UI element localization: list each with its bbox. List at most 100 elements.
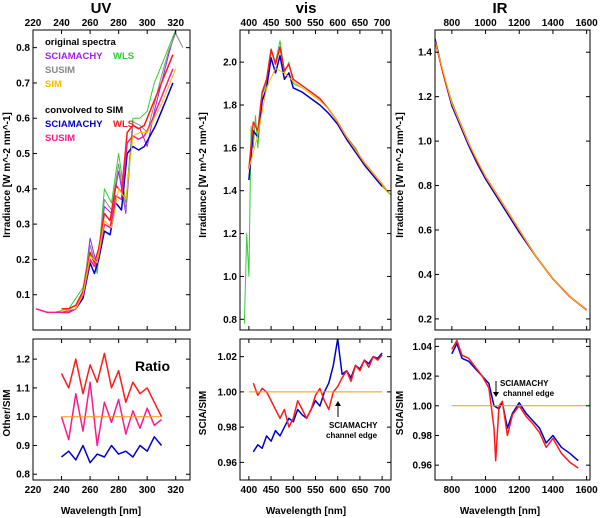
series-susim-convolved-uv_top <box>35 68 174 314</box>
y-tick-label: 0.98 <box>413 431 433 442</box>
series-sciamachy-convolved-ir_top <box>435 38 588 311</box>
ratio-annotation: Ratio <box>135 358 170 374</box>
x-tick-label: 450 <box>263 485 280 496</box>
ir-ratio-ylabel: SCIA/SIM <box>395 391 406 435</box>
y-tick-label: 0.6 <box>16 114 30 125</box>
legend-sim: SIM <box>45 79 62 90</box>
x-tick-label: 400 <box>241 18 258 29</box>
x-tick-label: 600 <box>329 18 346 29</box>
vis-irradiance-panel: 400 450 500 550 600 650 700 0.8 1.0 1.2 1.4 1.6 1.8 2… <box>223 18 392 331</box>
y-tick-label: 1.2 <box>223 229 237 240</box>
x-tick-label: 500 <box>285 18 302 29</box>
x-tick-label: 260 <box>82 18 99 29</box>
ir-irradiance-panel: 800 1000 1200 1400 1600 0.2 0.4 0.6 0.8 1.0 1.2 1.4 <box>418 18 599 331</box>
legend-sciamachy: SCIAMACHY <box>45 51 103 62</box>
plot-frame-ir_bottom <box>434 338 591 481</box>
y-tick-label: 1.4 <box>418 48 432 59</box>
x-tick-label: 1400 <box>542 485 565 496</box>
x-tick-label: 1600 <box>576 18 599 29</box>
x-tick-label: 800 <box>444 485 461 496</box>
series-wls-ir_top <box>435 40 587 311</box>
x-tick-label: 1600 <box>576 485 599 496</box>
x-tick-label: 650 <box>352 485 369 496</box>
vis-channel-edge-annotation: SCIAMACHY channel edge <box>326 401 378 440</box>
y-tick-label: 1.2 <box>418 92 432 103</box>
legend-original-header: original spectra <box>45 37 116 48</box>
uv-ylabel: Irradiance [W m^-2 nm^-1] <box>2 112 13 238</box>
y-tick-label: 1.0 <box>16 412 30 423</box>
y-tick-label: 1.2 <box>16 355 30 366</box>
y-tick-label: 0.1 <box>16 290 30 301</box>
y-tick-label: 1.02 <box>218 352 238 363</box>
series-wls-sim-vis_bottom <box>252 354 383 428</box>
x-tick-label: 500 <box>285 485 302 496</box>
x-tick-label: 650 <box>352 18 369 29</box>
x-tick-label: 800 <box>444 18 461 29</box>
x-tick-label: 550 <box>307 485 324 496</box>
plot-frame-vis_top <box>239 29 392 331</box>
legend-conv-sciamachy: SCIAMACHY <box>45 119 103 130</box>
uv-ratio-panel: 220 240 260 280 300 320 0.8 0.9 1.0 1.1 1.2 <box>16 338 191 496</box>
x-tick-label: 240 <box>53 18 70 29</box>
y-tick-label: 0.4 <box>16 184 30 195</box>
legend-conv-susim: SUSIM <box>45 133 75 144</box>
y-tick-label: 0.7 <box>16 78 30 89</box>
x-tick-label: 240 <box>53 485 70 496</box>
y-tick-label: 0.6 <box>418 226 432 237</box>
series-wls-convolved-ir_top <box>435 40 588 311</box>
y-tick-label: 1.0 <box>418 137 432 148</box>
y-tick-label: 1.04 <box>413 342 433 353</box>
x-tick-label: 550 <box>307 18 324 29</box>
ir-annotation-line2: channel edge <box>503 389 555 398</box>
series-wls-sim-ir_bottom <box>451 339 579 469</box>
x-tick-label: 600 <box>329 485 346 496</box>
x-tick-label: 700 <box>374 18 391 29</box>
uv-ratio-ylabel: Other/SIM <box>2 389 13 436</box>
x-tick-label: 260 <box>82 485 99 496</box>
series-sciamachy-sim-ir_bottom <box>451 342 579 462</box>
uv-legend: original spectra SCIAMACHY WLS SUSIM SIM… <box>45 37 134 144</box>
x-tick-label: 450 <box>263 18 280 29</box>
y-tick-label: 1.02 <box>413 372 433 383</box>
y-tick-label: 1.00 <box>218 387 238 398</box>
uv-xlabel: Wavelength [nm] <box>61 506 141 517</box>
ir-ylabel: Irradiance [W m^-2 nm^-1] <box>395 112 406 238</box>
plot-frame-uv_top <box>32 29 191 331</box>
y-tick-label: 0.5 <box>16 149 30 160</box>
x-tick-label: 1000 <box>474 485 497 496</box>
y-tick-label: 1.0 <box>223 272 237 283</box>
ir-xlabel: Wavelength [nm] <box>460 506 540 517</box>
y-tick-label: 2.0 <box>223 58 237 69</box>
y-tick-label: 0.8 <box>223 315 237 326</box>
y-tick-label: 1.00 <box>413 401 433 412</box>
series-sim-ir_top <box>435 40 587 311</box>
ir-annotation-arrowhead <box>493 392 499 397</box>
vis-annotation-line1: SCIAMACHY <box>329 421 378 430</box>
ir-annotation-line1: SCIAMACHY <box>500 379 549 388</box>
y-tick-label: 0.2 <box>418 314 432 325</box>
x-tick-label: 1400 <box>542 18 565 29</box>
x-tick-label: 700 <box>374 485 391 496</box>
x-tick-label: 300 <box>139 485 156 496</box>
series-sim-vis_top <box>248 68 390 194</box>
series-sciamachy-sim-uv_bottom <box>61 436 163 464</box>
uv-irradiance-panel: 220 240 260 280 300 320 0.1 0.2 0.3 0.4 0.5 0.6 0.7 0… <box>16 18 191 331</box>
y-tick-label: 1.1 <box>16 383 30 394</box>
x-tick-label: 300 <box>139 18 156 29</box>
vis-ratio-panel: 400 450 500 550 600 650 700 0.96 0.98 1.00 1.02 <box>218 338 392 496</box>
legend-susim: SUSIM <box>45 65 75 76</box>
y-tick-label: 0.98 <box>218 423 238 434</box>
x-tick-label: 220 <box>25 18 42 29</box>
series-sciamachy-convolved-vis_top <box>248 54 383 187</box>
x-tick-label: 320 <box>167 18 184 29</box>
y-tick-label: 0.9 <box>16 441 30 452</box>
x-tick-label: 400 <box>241 485 258 496</box>
y-tick-label: 0.3 <box>16 220 30 231</box>
series-susim-sim-uv_bottom <box>60 381 162 447</box>
y-tick-label: 1.4 <box>223 186 237 197</box>
plot-frame-vis_bottom <box>239 338 392 481</box>
legend-conv-wls: WLS <box>113 119 134 130</box>
y-tick-label: 0.8 <box>16 470 30 481</box>
vis-annotation-arrowhead <box>335 401 341 406</box>
